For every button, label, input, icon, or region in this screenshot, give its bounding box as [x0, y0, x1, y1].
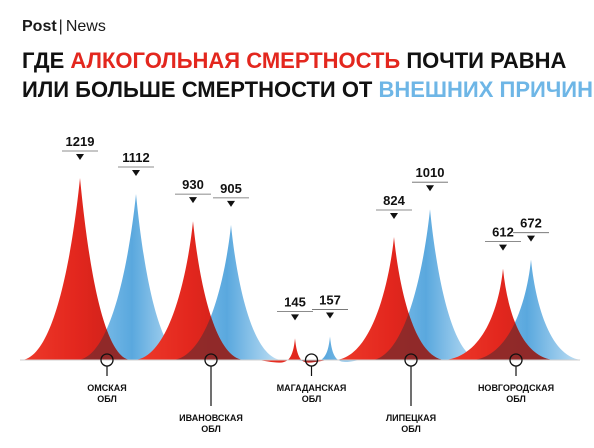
external-value-pointer: [227, 200, 235, 207]
alcohol-value-label: 930: [182, 177, 204, 192]
external-value-label: 905: [220, 181, 242, 196]
region-label: ОМСКАЯ: [87, 383, 126, 393]
alcohol-value-pointer: [189, 197, 197, 204]
alcohol-peak: [22, 178, 130, 360]
alcohol-value-label: 612: [492, 225, 514, 240]
external-value-pointer: [326, 312, 334, 319]
brand-name-post: Post: [22, 18, 57, 35]
external-value-label: 157: [319, 293, 341, 308]
region-label: ОБЛ: [401, 424, 421, 434]
alcohol-value-pointer: [390, 212, 398, 219]
alcohol-value-pointer: [76, 154, 84, 160]
external-peak: [272, 336, 380, 362]
external-value-pointer: [527, 235, 535, 242]
external-value-label: 672: [520, 216, 542, 231]
external-peak: [173, 224, 281, 360]
external-value-pointer: [426, 185, 434, 192]
alcohol-value-label: 824: [383, 193, 405, 208]
region-label: ОБЛ: [302, 394, 322, 404]
external-peak: [473, 259, 581, 360]
alcohol-value-pointer: [499, 244, 507, 251]
title-highlight-alcohol: АЛКОГОЛЬНАЯ СМЕРТНОСТЬ: [70, 48, 401, 73]
region-label: НОВГОРОДСКАЯ: [478, 383, 554, 393]
external-value-label: 1112: [122, 150, 150, 165]
external-value-pointer: [132, 169, 140, 176]
region-label: ОБЛ: [506, 394, 526, 404]
title-highlight-external: ВНЕШНИХ ПРИЧИН: [378, 77, 593, 102]
alcohol-value-label: 145: [284, 294, 306, 309]
title-line1-pre: ГДЕ: [22, 48, 71, 73]
region-label: ОБЛ: [201, 424, 221, 434]
alcohol-peak: [336, 236, 444, 360]
region-label: ЛИПЕЦКАЯ: [386, 413, 436, 423]
region-label: МАГАДАНСКАЯ: [277, 383, 347, 393]
region-label: ИВАНОВСКАЯ: [179, 413, 243, 423]
external-peak: [372, 209, 480, 360]
alcohol-peak: [237, 338, 345, 363]
chart-title: ГДЕ АЛКОГОЛЬНАЯ СМЕРТНОСТЬ ПОЧТИ РАВНА И…: [22, 46, 593, 104]
title-line1-post: ПОЧТИ РАВНА: [400, 48, 567, 73]
region-label: ОБЛ: [97, 394, 117, 404]
external-peak: [78, 193, 186, 360]
alcohol-value-pointer: [291, 314, 299, 321]
alcohol-value-label: 1219: [66, 134, 95, 149]
external-value-label: 1010: [416, 165, 445, 180]
brand-logo: Post | News: [22, 18, 106, 36]
brand-name-news: News: [65, 18, 106, 35]
alcohol-peak: [135, 221, 243, 360]
value-labels: 1219 1112 930 905 145 157 824 1010 612 672: [62, 134, 549, 321]
external-causes-peaks: [78, 193, 581, 362]
brand-separator: |: [58, 18, 63, 35]
title-line2-pre: ИЛИ БОЛЬШЕ СМЕРТНОСТИ ОТ: [22, 77, 379, 102]
alcohol-peaks: [22, 178, 553, 363]
region-labels: ОМСКАЯОБЛИВАНОВСКАЯОБЛМАГАДАНСКАЯОБЛЛИПЕ…: [87, 353, 554, 434]
alcohol-peak: [445, 268, 553, 360]
